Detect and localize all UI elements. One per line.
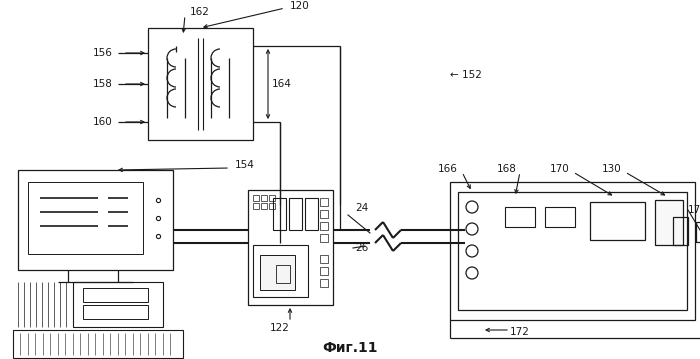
Bar — [269, 203, 275, 209]
Text: 170: 170 — [550, 164, 570, 174]
Text: 172: 172 — [688, 205, 700, 215]
Bar — [148, 28, 253, 140]
Bar — [320, 222, 328, 230]
Text: 24: 24 — [355, 203, 368, 213]
Text: 160: 160 — [93, 117, 113, 127]
Bar — [253, 245, 308, 297]
Bar — [320, 234, 328, 242]
Bar — [320, 198, 328, 206]
Bar — [320, 279, 328, 287]
Bar — [320, 255, 328, 263]
Bar — [458, 192, 687, 310]
Text: ← 152: ← 152 — [450, 70, 482, 80]
Bar — [261, 203, 267, 209]
Text: 166: 166 — [438, 164, 458, 174]
Bar — [320, 267, 328, 275]
Bar — [18, 170, 173, 270]
Bar — [450, 182, 695, 320]
Text: Фиг.11: Фиг.11 — [322, 341, 378, 355]
Bar — [276, 265, 290, 283]
Text: 172: 172 — [510, 327, 530, 337]
Bar — [73, 282, 163, 327]
Bar — [590, 202, 645, 240]
Text: 164: 164 — [272, 79, 292, 89]
Text: 168: 168 — [497, 164, 517, 174]
Text: 156: 156 — [93, 48, 113, 58]
Bar — [696, 222, 700, 242]
Bar — [253, 195, 259, 201]
Text: 130: 130 — [602, 164, 622, 174]
Text: 120: 120 — [290, 1, 309, 11]
Text: 154: 154 — [235, 160, 255, 170]
Bar — [248, 190, 333, 305]
Text: 122: 122 — [270, 323, 290, 333]
Bar — [545, 207, 575, 227]
Bar — [13, 330, 183, 358]
Bar — [269, 195, 275, 201]
Bar — [289, 198, 302, 230]
Bar — [273, 198, 286, 230]
Bar — [83, 305, 148, 319]
Bar — [673, 217, 688, 245]
Text: 158: 158 — [93, 79, 113, 89]
Bar — [655, 200, 683, 245]
Bar — [305, 198, 318, 230]
Bar — [83, 288, 148, 302]
Bar — [260, 255, 295, 290]
Bar — [261, 195, 267, 201]
Bar — [253, 203, 259, 209]
Bar — [28, 182, 143, 254]
Text: 162: 162 — [190, 7, 210, 17]
Bar — [320, 210, 328, 218]
Text: 26: 26 — [355, 243, 368, 253]
Bar — [505, 207, 535, 227]
